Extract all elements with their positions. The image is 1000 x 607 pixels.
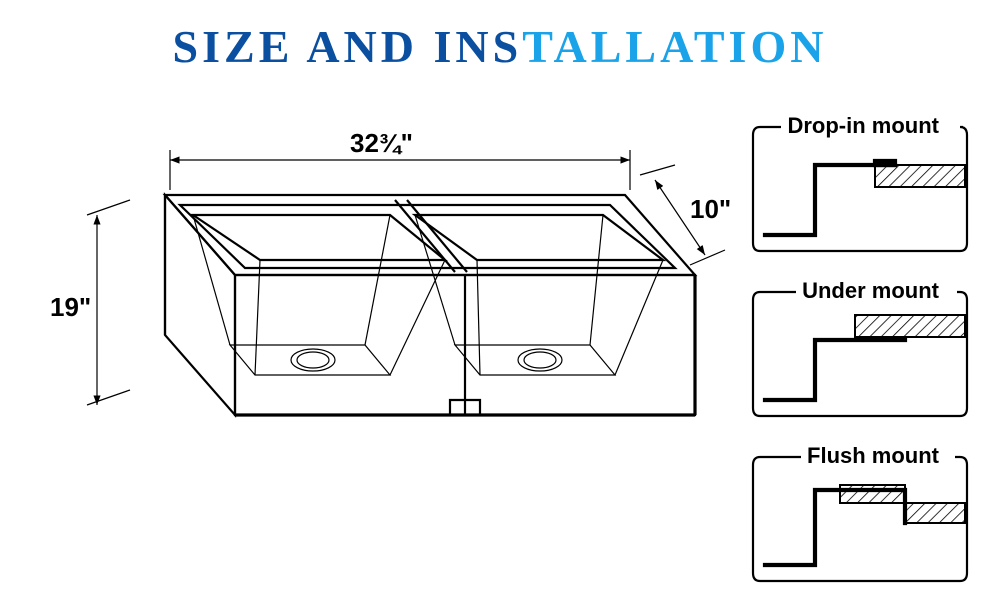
mount-under-label: Under mount [796, 278, 945, 304]
dim-depth-label: 10" [690, 194, 731, 225]
title-part2: TALLATION [522, 21, 827, 72]
mount-dropin-label: Drop-in mount [781, 113, 945, 139]
mount-under: Under mount [745, 280, 975, 425]
dim-width-label: 32¾" [350, 128, 413, 159]
mount-flush-label: Flush mount [801, 443, 945, 469]
dim-height-label: 19" [50, 292, 91, 323]
mount-dropin: Drop-in mount [745, 115, 975, 260]
sink-diagram [35, 100, 735, 600]
page-title: SIZE AND INSTALLATION [0, 20, 1000, 73]
stage: SIZE AND INSTALLATION [0, 0, 1000, 607]
title-part1: SIZE AND INS [173, 21, 523, 72]
mount-flush: Flush mount [745, 445, 975, 590]
